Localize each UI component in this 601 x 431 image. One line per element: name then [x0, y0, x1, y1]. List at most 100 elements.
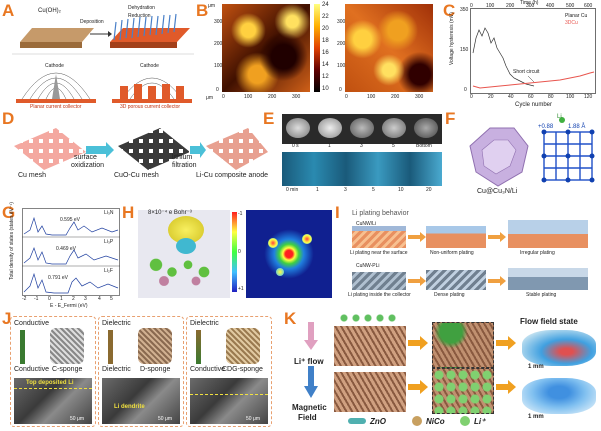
time-label: 20 [426, 187, 432, 193]
cbar-tick: 16 [322, 50, 329, 56]
x-tick-2: 100 [367, 94, 376, 100]
legend-nico: NiCo [426, 417, 445, 426]
h-cbar-tick: 0 [238, 249, 241, 255]
dehydration-label: Dehydration [128, 5, 155, 11]
time-label: 10 [398, 187, 404, 193]
zno-icon [348, 418, 366, 424]
photo-frame [318, 118, 342, 138]
charge-value: +0.88 [538, 124, 554, 130]
diel-label-3: Dielectric [190, 320, 219, 327]
y-tick: 0 [464, 87, 467, 93]
d-sponge-label: D-sponge [140, 366, 171, 373]
dos-y-label: Total density of states (states eV⁻¹) [9, 202, 15, 280]
x-tick: 60 [528, 94, 534, 100]
diel-label-2: Dielectric [102, 366, 131, 373]
photo-frame [350, 118, 374, 138]
row1-step: Li plating near the surface [350, 250, 408, 256]
cond-label-3: Conductive [190, 366, 226, 373]
charge-density-3d [138, 210, 230, 298]
rod-dielectric [108, 330, 113, 364]
x-tick: -2 [22, 296, 27, 302]
time-label: 3 [360, 143, 363, 149]
dashed-line [190, 394, 268, 396]
x-tick: -1 [34, 296, 39, 302]
legend-3dcu: 3DCu [565, 20, 578, 26]
cbar-tick: 20 [322, 26, 329, 32]
dos-x-label: E - E_Fermi (eV) [50, 303, 88, 309]
bond-length: 1.88 Å [568, 124, 586, 130]
step-cu-mesh: Cu mesh [18, 172, 47, 179]
scaffold-2 [334, 372, 406, 412]
y-tick-2: 200 [337, 41, 346, 47]
molten-li-photos [282, 114, 442, 144]
row2-step: Li plating inside the collector [348, 292, 411, 298]
panel-label-a: A [2, 1, 15, 20]
x-tick: 0 [222, 94, 225, 100]
x-tick: 1 [60, 296, 63, 302]
li-layer [352, 226, 406, 231]
cbar-tick: 14 [322, 62, 329, 68]
top-axis-label: Time (h) [520, 0, 539, 6]
i-title: Li plating behavior [352, 210, 409, 217]
y-tick-2: 0 [339, 87, 342, 93]
li-atom-label: Li [557, 114, 562, 120]
row2-arrows [408, 276, 506, 286]
panel-label-e: E [263, 109, 275, 128]
top-li-label: Top deposited Li [26, 380, 74, 386]
x-tick: 100 [244, 94, 253, 100]
scale-bar: 50 μm [70, 416, 84, 422]
top-tick: 100 [486, 3, 495, 9]
legend-planar: Planar Cu [565, 13, 588, 19]
j-box-2 [98, 316, 184, 427]
j-box-1 [10, 316, 96, 427]
colorbar-ticks: 24 22 20 18 16 14 12 10 [322, 2, 336, 94]
dos-plot [22, 208, 120, 296]
top-tick: 0 [470, 3, 473, 9]
time-label: 5 [372, 187, 375, 193]
y-tick: 0 [216, 87, 219, 93]
charge-density-map [246, 210, 332, 298]
cond-label-2: Conductive [14, 366, 50, 373]
photo-frame [382, 118, 406, 138]
field-label: Field [298, 413, 317, 422]
arrow2-bottom: filtration [172, 162, 197, 169]
row1-step: Non-uniform plating [430, 250, 474, 256]
row1-arrows [408, 232, 506, 242]
d-sponge-3d [138, 328, 172, 364]
time-label: 5 [392, 143, 395, 149]
collector-2 [426, 226, 486, 248]
cdg-sponge-label: CDG-sponge [222, 366, 263, 373]
gap-label: 0.595 eV [60, 217, 81, 223]
cathode-label-2: Cathode [140, 63, 159, 69]
y-tick: 350 [460, 7, 469, 13]
step-li-cu-anode: Li-Cu composite anode [196, 172, 268, 179]
panel-label-f: F [445, 109, 456, 128]
y-tick: 300 [214, 19, 223, 25]
cdg-sponge-3d [226, 328, 260, 364]
cond-label-1: Conductive [14, 320, 50, 327]
sem-image-2 [102, 378, 180, 424]
density-spot [276, 268, 284, 276]
time-label: 3 [344, 187, 347, 193]
collector-3 [508, 220, 588, 248]
x-tick: 0 [48, 296, 51, 302]
cbar-tick: 22 [322, 14, 329, 20]
h-colorbar [232, 212, 237, 292]
density-spot [268, 238, 278, 248]
crystal-structure [469, 117, 595, 187]
dendrite-label: Li dendrite [114, 404, 145, 410]
li-ion-icon [460, 416, 470, 426]
iso-value: 8×10⁻⁴ e Bohr⁻³ [148, 210, 192, 216]
y-tick: 100 [214, 63, 223, 69]
panel-label-k: K [284, 309, 297, 328]
zoom-2 [432, 368, 494, 414]
gap-label: 0.791 eV [48, 275, 69, 281]
afm-map-left [222, 4, 310, 92]
dos-x-ticks: -2 -1 0 1 2 3 4 5 [22, 297, 120, 303]
x-unit: μm [206, 95, 214, 101]
y-axis-label: Voltage hysteresis (mV) [449, 12, 455, 65]
flow-field-title: Flow field state [520, 317, 578, 326]
mesh-schematic [14, 128, 268, 170]
x-tick: 0 [470, 94, 473, 100]
panel-label-j: J [2, 309, 12, 328]
